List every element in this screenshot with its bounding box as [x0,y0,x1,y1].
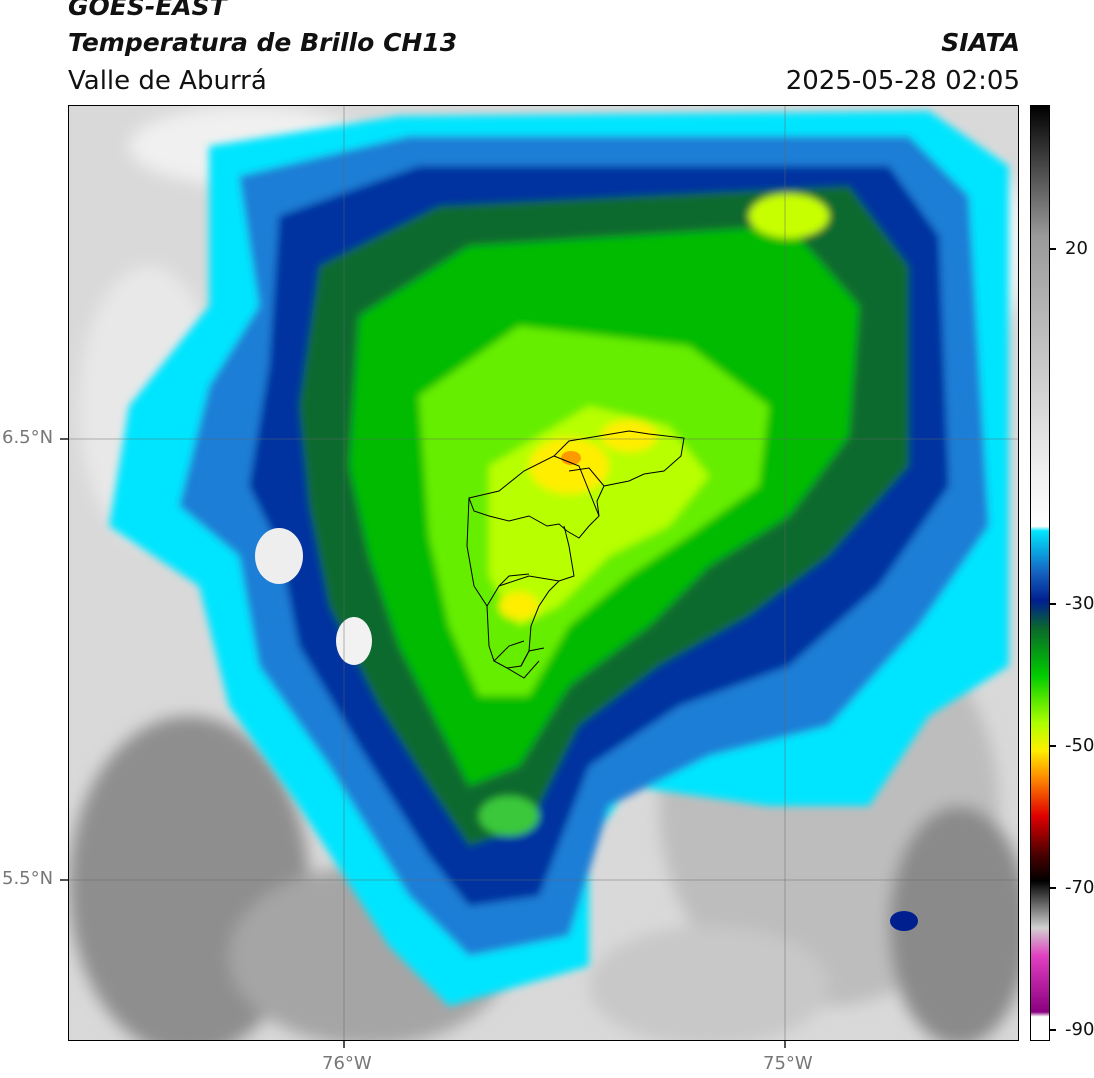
lon-label-75W: 75°W [763,1053,813,1074]
colorbar-tick [1050,745,1056,747]
cloud-fragment [890,911,918,931]
colorbar-label-minus50: -50 [1065,735,1094,756]
temperature-colorbar [1030,105,1050,1041]
cold-cloud-top-core [561,451,581,465]
cloud-shield [109,111,1009,1006]
lat-label-5-5N: 5.5°N [2,868,54,889]
colorbar-tick [1050,603,1056,605]
timestamp-label: 2025-05-28 02:05 [785,66,1020,96]
satellite-title: GOES-EAST [68,0,227,21]
lon-tick [784,1041,786,1048]
cloud-gap [336,617,372,665]
brightness-temperature-field [69,106,1018,1040]
colorbar-label-minus30: -30 [1065,593,1094,614]
municipality-boundaries [466,430,685,679]
region-label: Valle de Aburrá [68,66,267,96]
lon-label-76W: 76°W [322,1053,372,1074]
colorbar-label-minus90: -90 [1065,1019,1094,1040]
lat-tick [60,879,68,881]
lat-label-6-5N: 6.5°N [2,427,54,448]
colorbar-label-20: 20 [1065,238,1088,259]
product-title: Temperatura de Brillo CH13 [68,28,458,57]
satellite-map [68,105,1019,1041]
agency-label: SIATA [941,28,1020,57]
colorbar-label-minus70: -70 [1065,877,1094,898]
colorbar-tick [1050,248,1056,250]
colorbar-tick [1050,887,1056,889]
colorbar-tick [1050,1029,1056,1031]
lon-tick [343,1041,345,1048]
lat-tick [60,438,68,440]
cloud-gap [255,528,303,584]
